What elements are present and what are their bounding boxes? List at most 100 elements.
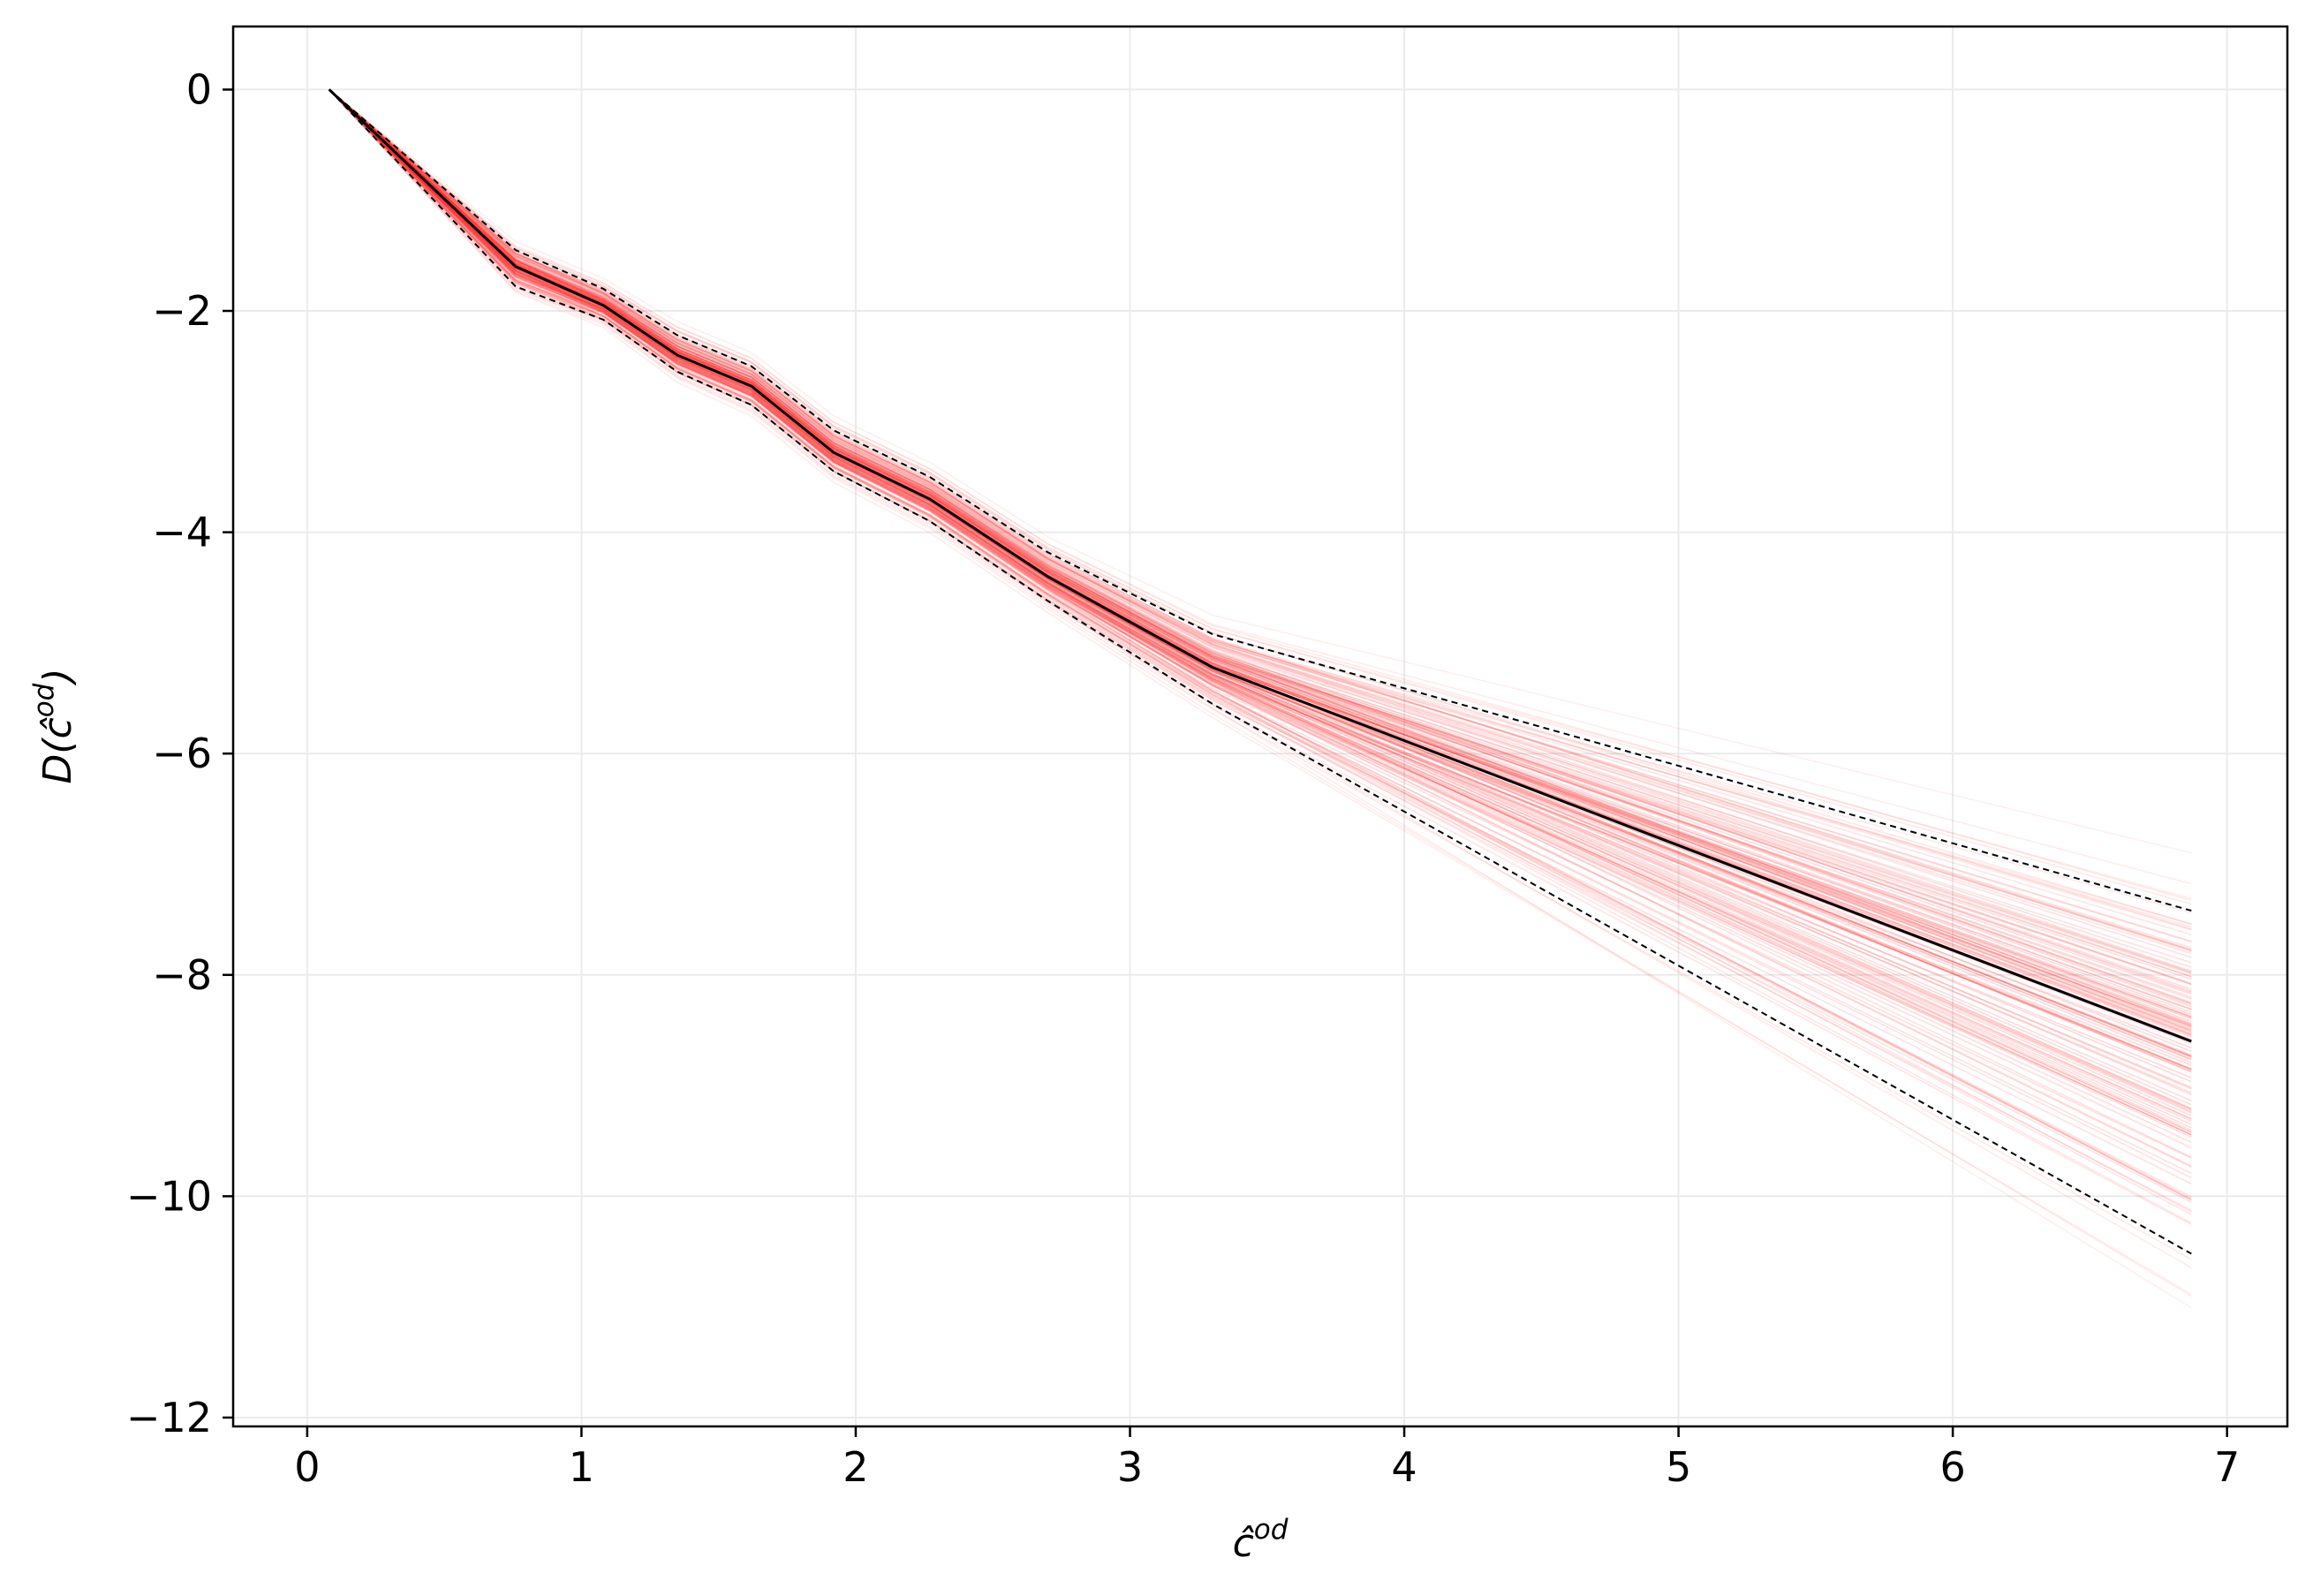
ensemble-line [329, 88, 2192, 1111]
ensemble-line [329, 88, 2192, 985]
ensemble-line [329, 88, 2192, 914]
ensemble-line [329, 88, 2192, 1297]
ensemble-line [329, 88, 2192, 1185]
ensemble-line [329, 88, 2192, 964]
y-tick-label: −2 [152, 287, 212, 335]
ensemble-line [329, 88, 2192, 905]
ensemble-line [329, 88, 2192, 1167]
ensemble-line [329, 88, 2192, 854]
ensemble-line [329, 88, 2192, 925]
x-tick-label: 6 [1939, 1443, 1965, 1491]
ensemble-line [329, 88, 2192, 1078]
ensemble-line [329, 88, 2192, 990]
ensemble-line [329, 88, 2192, 1013]
ensemble-line [329, 88, 2192, 1028]
ensemble-line [329, 88, 2192, 1149]
y-tick-label: 0 [186, 65, 212, 113]
ensemble-line [329, 88, 2192, 1114]
x-tick-label: 7 [2214, 1443, 2240, 1491]
x-tick-label: 2 [843, 1443, 868, 1491]
ensemble-line [329, 88, 2192, 1004]
ensemble-line [329, 88, 2192, 1090]
ensemble-line [329, 88, 2192, 1004]
ensemble-line [329, 88, 2192, 1179]
ensemble-line [329, 88, 2192, 1008]
ensemble-line [329, 88, 2192, 1129]
ensemble-line [329, 88, 2192, 1032]
ensemble-line [329, 88, 2192, 949]
ensemble-line [329, 88, 2192, 1088]
ensemble-line [329, 88, 2192, 958]
ensemble-line [329, 88, 2192, 986]
ensemble-line [329, 88, 2192, 1296]
ensemble-line [329, 88, 2192, 1010]
ensemble-line [329, 88, 2192, 1042]
ensemble-line [329, 88, 2192, 973]
y-tick-label: −8 [152, 951, 212, 999]
ensemble-line [329, 88, 2192, 1053]
ensemble-line [329, 88, 2192, 1214]
ensemble-line [329, 88, 2192, 885]
ensemble-line [329, 88, 2192, 1035]
ensemble-line [329, 88, 2192, 1042]
ensemble-line [329, 88, 2192, 968]
ensemble-line [329, 88, 2192, 1203]
ensemble-line [329, 88, 2192, 1133]
ensemble-line [329, 88, 2192, 1102]
ensemble-line [329, 88, 2192, 1260]
x-tick-label: 1 [569, 1443, 594, 1491]
ensemble-line [329, 88, 2192, 926]
x-tick-label: 0 [294, 1443, 320, 1491]
ensemble-line [329, 88, 2192, 985]
y-tick-label: −12 [126, 1394, 212, 1441]
ensemble-line [329, 88, 2192, 1215]
ensemble-line [329, 88, 2192, 942]
y-tick-label: −10 [126, 1172, 212, 1220]
ensemble-line [329, 88, 2192, 1070]
ensemble-line [329, 88, 2192, 992]
plot-area [328, 88, 2192, 1309]
ensemble-line [329, 88, 2192, 902]
ensemble-line [329, 88, 2192, 951]
ensemble-line [329, 88, 2192, 1000]
ensemble-line [329, 88, 2192, 1026]
x-axis-ticks: 0 1 2 3 4 5 6 7 [294, 1426, 2240, 1491]
ensemble-line [329, 88, 2192, 1017]
ensemble-line [329, 88, 2192, 1066]
ensemble-line [329, 88, 2192, 998]
ensemble-line [329, 88, 2192, 951]
series-lines [328, 88, 2192, 1255]
ensemble-line [329, 88, 2192, 935]
ensemble-line [329, 88, 2192, 900]
ensemble-line [329, 88, 2192, 1201]
ensemble-line [329, 88, 2192, 1025]
ensemble-line [329, 88, 2192, 1159]
ensemble-line [329, 88, 2192, 1113]
ensemble-line [329, 88, 2192, 994]
axes-frame [231, 25, 2289, 1428]
ensemble-line [329, 88, 2192, 1212]
ensemble-line [329, 88, 2192, 1136]
ensemble-line [329, 88, 2192, 1025]
ensemble-line [329, 88, 2192, 1032]
ensemble-line [329, 88, 2192, 1030]
x-tick-label: 4 [1391, 1443, 1417, 1491]
ensemble-line [329, 88, 2192, 1131]
ensemble-line [329, 88, 2192, 973]
lower-bound-line [328, 88, 2192, 1255]
ensemble-line [329, 88, 2192, 943]
ensemble-line [329, 88, 2192, 1056]
ensemble-line [329, 88, 2192, 980]
ensemble-line [329, 88, 2192, 1125]
ensemble-line [329, 88, 2192, 1120]
ensemble-line [329, 88, 2192, 1224]
ensemble-line [329, 88, 2192, 1070]
ensemble-line [329, 88, 2192, 1138]
ensemble-line [329, 88, 2192, 975]
y-tick-label: −6 [152, 730, 212, 777]
ensemble-line [329, 88, 2192, 1116]
ensemble-line [329, 88, 2192, 1160]
ensemble-line [329, 88, 2192, 1032]
ensemble-line [329, 88, 2192, 1071]
